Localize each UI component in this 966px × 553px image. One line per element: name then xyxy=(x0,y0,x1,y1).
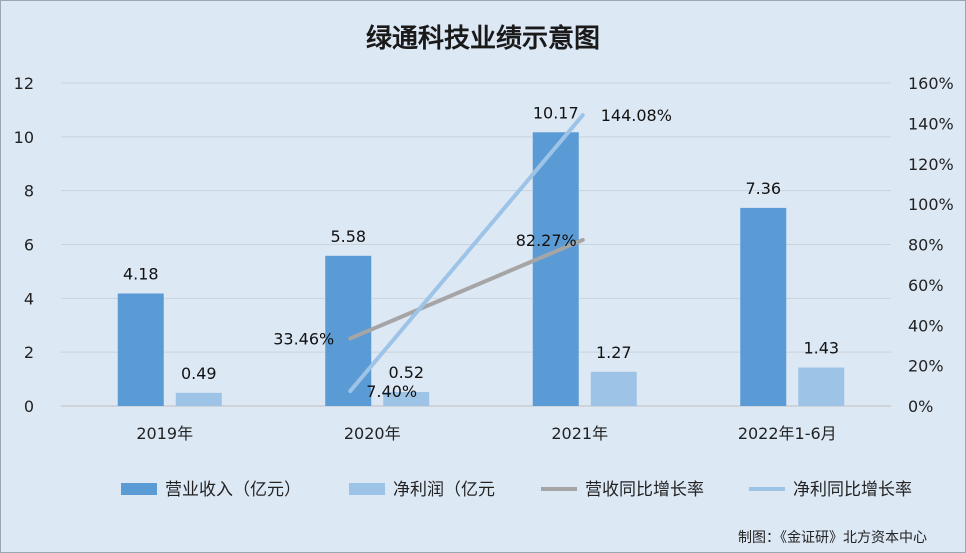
right-tick-label: 160% xyxy=(908,74,954,93)
x-axis-ticks: 2019年 2020年 2021年 2022年1-6月 xyxy=(136,424,836,443)
right-tick-label: 20% xyxy=(908,357,944,376)
legend-label: 营收同比增长率 xyxy=(585,480,704,500)
bar-revenue xyxy=(532,132,579,406)
line-data-label: 144.08% xyxy=(601,106,672,125)
left-tick-label: 0 xyxy=(24,397,34,416)
bar-net-profit xyxy=(383,392,430,406)
bar-data-label: 1.27 xyxy=(596,343,632,362)
right-tick-label: 100% xyxy=(908,195,954,214)
line-data-label: 7.40% xyxy=(366,382,417,401)
bar-data-label: 4.18 xyxy=(123,264,159,283)
revenue-growth-line xyxy=(348,237,585,341)
right-tick-label: 60% xyxy=(908,276,944,295)
bar-net-profit xyxy=(590,371,637,406)
right-tick-label: 0% xyxy=(908,397,933,416)
legend-swatch xyxy=(121,483,157,495)
left-tick-label: 2 xyxy=(24,343,34,362)
bars xyxy=(117,132,845,406)
chart-title: 绿通科技业绩示意图 xyxy=(366,23,600,54)
left-tick-label: 4 xyxy=(24,289,34,308)
left-tick-label: 8 xyxy=(24,182,34,201)
bar-revenue xyxy=(740,207,787,406)
line-data-label: 82.27% xyxy=(516,231,577,250)
x-tick-label: 2020年 xyxy=(344,424,401,443)
bar-data-label: 1.43 xyxy=(803,339,839,358)
right-tick-label: 120% xyxy=(908,155,954,174)
right-tick-label: 40% xyxy=(908,316,944,335)
right-tick-label: 140% xyxy=(908,114,954,133)
legend-swatch xyxy=(349,483,385,495)
line-data-label: 33.46% xyxy=(273,329,334,348)
lines xyxy=(348,113,585,394)
right-axis-ticks: 0% 20% 40% 60% 80% 100% 120% 140% 160% xyxy=(908,74,954,416)
bar-data-label: 0.52 xyxy=(388,363,424,382)
profit-growth-line xyxy=(348,113,585,394)
gridlines xyxy=(61,82,891,407)
left-tick-label: 12 xyxy=(14,74,34,93)
bar-net-profit xyxy=(175,392,222,406)
x-tick-label: 2022年1-6月 xyxy=(738,424,837,443)
bar-revenue xyxy=(117,293,164,406)
x-tick-label: 2019年 xyxy=(136,424,193,443)
legend-label: 净利同比增长率 xyxy=(793,480,912,500)
legend-label: 营业收入（亿元） xyxy=(165,480,301,500)
right-tick-label: 80% xyxy=(908,236,944,255)
left-tick-label: 6 xyxy=(24,236,34,255)
left-tick-label: 10 xyxy=(14,128,34,147)
credit-text: 制图：《金证研》北方资本中心 xyxy=(738,530,927,546)
legend: 营业收入（亿元） 净利润（亿元 营收同比增长率 净利同比增长率 xyxy=(121,480,912,500)
data-labels: 4.18 5.58 10.17 7.36 0.49 0.52 1.27 1.43 33.46% 8… xyxy=(123,103,839,401)
bar-data-label: 10.17 xyxy=(533,103,579,122)
x-tick-label: 2021年 xyxy=(551,424,608,443)
bar-data-label: 7.36 xyxy=(745,179,781,198)
bar-net-profit xyxy=(798,367,845,406)
legend-label: 净利润（亿元 xyxy=(393,480,495,500)
bar-data-label: 0.49 xyxy=(181,364,217,383)
left-axis-ticks: 0 2 4 6 8 10 12 xyxy=(14,74,34,416)
bar-data-label: 5.58 xyxy=(330,227,366,246)
